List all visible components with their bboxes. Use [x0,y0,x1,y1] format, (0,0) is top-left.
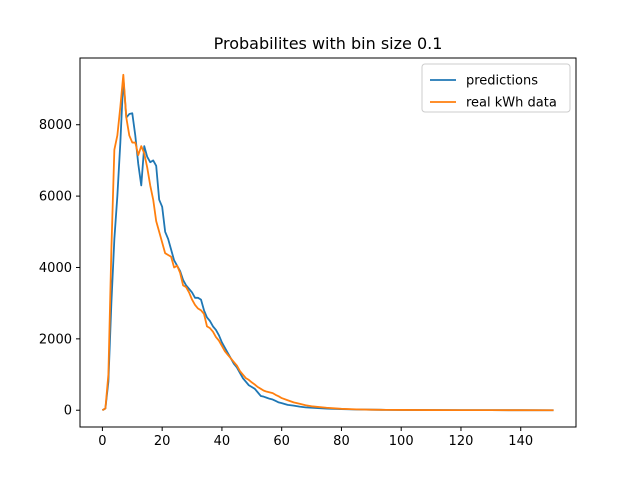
x-tick-label: 120 [449,434,474,449]
y-tick-label: 4000 [39,261,72,276]
x-tick-label: 40 [214,434,231,449]
y-tick-label: 2000 [39,332,72,347]
legend: predictions real kWh data [421,63,571,113]
y-tick-label: 8000 [39,118,72,133]
x-tick-label: 0 [98,434,106,449]
plot-area [79,57,577,428]
legend-label: real kWh data [466,96,557,111]
x-tick-label: 60 [273,434,290,449]
plot-frame [79,57,577,428]
x-tick-label: 140 [508,434,533,449]
y-axis: 0 2000 4000 6000 8000 [39,118,80,419]
legend-label: predictions [466,74,538,89]
series-line-0 [101,77,554,412]
y-tick-label: 6000 [39,190,72,205]
x-tick-label: 20 [154,434,171,449]
series-line-1 [101,73,554,412]
series-layer [101,73,554,412]
y-tick-label: 0 [64,404,72,419]
x-tick-label: 100 [389,434,414,449]
legend-box [421,63,571,113]
x-axis: 0 20 40 60 80 100 120 140 [98,427,533,449]
chart-title: Probabilites with bin size 0.1 [214,34,443,53]
x-tick-label: 80 [333,434,350,449]
